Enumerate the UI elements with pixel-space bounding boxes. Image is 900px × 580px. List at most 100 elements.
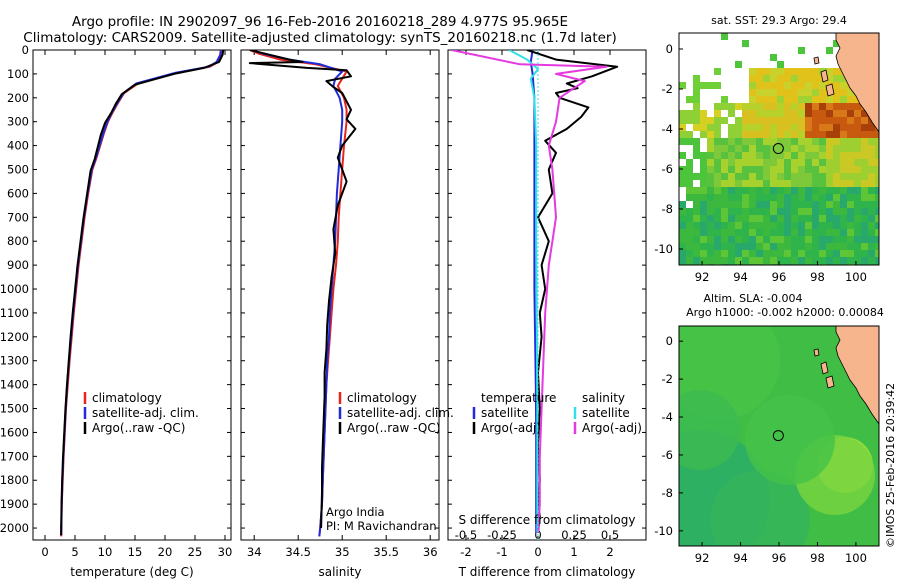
sst-cell	[707, 145, 714, 152]
sst-cell	[714, 229, 721, 236]
sst-cell	[756, 75, 763, 82]
sst-cell	[770, 152, 777, 159]
sst-cell	[728, 236, 735, 243]
sst-cell	[798, 215, 805, 222]
sst-cell	[847, 208, 854, 215]
depth-tick-label: 1700	[0, 449, 29, 463]
sst-cell	[833, 166, 840, 173]
sst-cell	[756, 215, 763, 222]
sst-cell	[679, 236, 686, 243]
sst-cell	[875, 250, 879, 257]
sst-cell	[735, 103, 742, 110]
sst-cell	[805, 96, 812, 103]
sst-cell	[735, 208, 742, 215]
sst-cell	[840, 208, 847, 215]
sst-cell	[833, 194, 840, 201]
sst-cell	[812, 145, 819, 152]
sst-cell	[875, 159, 879, 166]
depth-tick-label: 1400	[0, 378, 29, 392]
sumatra-land-shape	[835, 33, 879, 133]
sst-cell	[686, 208, 693, 215]
sst-cell	[686, 96, 693, 103]
sst-cell	[749, 145, 756, 152]
legend-label-argo: Argo(..raw -QC)	[347, 421, 440, 435]
sst-cell	[833, 243, 840, 250]
sst-cell	[791, 138, 798, 145]
sst-cell	[763, 222, 770, 229]
sst-cell	[861, 173, 868, 180]
sst-cell	[714, 194, 721, 201]
sst-cell	[693, 166, 700, 173]
salinity-x-axis: 34 34.5 35 35.5 36	[247, 50, 438, 559]
sst-cell	[742, 145, 749, 152]
sst-cell	[700, 124, 707, 131]
sst-cell	[735, 229, 742, 236]
sst-cell	[735, 257, 742, 264]
sst-cell	[784, 82, 791, 89]
sst-cell	[700, 166, 707, 173]
sst-cell	[721, 138, 728, 145]
sst-cell	[805, 257, 812, 264]
sst-cell	[749, 75, 756, 82]
sst-cell	[756, 96, 763, 103]
sst-cell	[833, 152, 840, 159]
sst-cell	[679, 159, 686, 166]
sst-cell	[721, 152, 728, 159]
sst-cell	[777, 187, 784, 194]
sst-cell	[826, 250, 833, 257]
map-x-tick-label: 100	[845, 551, 867, 565]
sst-cell	[819, 257, 826, 264]
sst-cell	[686, 257, 693, 264]
sst-cell	[812, 187, 819, 194]
sst-cell	[854, 159, 861, 166]
sst-cell	[861, 201, 868, 208]
sst-cell	[707, 257, 714, 264]
sst-cell	[742, 201, 749, 208]
sst-cell	[707, 187, 714, 194]
map-y-tick-label: -8	[662, 486, 673, 500]
sst-cell	[784, 138, 791, 145]
sst-cell	[868, 152, 875, 159]
depth-tick-label: 1200	[0, 330, 29, 344]
sst-cell	[861, 166, 868, 173]
sst-cell	[679, 173, 686, 180]
sst-cell	[735, 201, 742, 208]
sst-cell	[700, 187, 707, 194]
sst-cell	[693, 180, 700, 187]
sst-cell	[714, 131, 721, 138]
sst-cell	[861, 194, 868, 201]
sst-cell	[784, 201, 791, 208]
sst-cell	[756, 229, 763, 236]
sst-cell	[854, 257, 861, 264]
sst-cell	[826, 68, 833, 75]
depth-tick-label: 1100	[0, 306, 29, 320]
sst-cell	[777, 194, 784, 201]
depth-tick-label: 2000	[0, 521, 29, 535]
sst-cell	[784, 159, 791, 166]
sst-cell	[700, 180, 707, 187]
sst-cell	[826, 152, 833, 159]
sst-cell	[679, 229, 686, 236]
sst-cell	[756, 145, 763, 152]
sla-blob	[710, 470, 810, 546]
sst-cell	[763, 152, 770, 159]
depth-tick-label: 900	[7, 258, 29, 272]
sst-cell	[756, 159, 763, 166]
sst-cell	[777, 159, 784, 166]
sst-cell	[777, 89, 784, 96]
sst-cell	[756, 236, 763, 243]
sst-cell	[700, 215, 707, 222]
sst-cell	[777, 103, 784, 110]
sst-cell	[756, 152, 763, 159]
sst-cell	[840, 152, 847, 159]
x-tick-label: -1	[496, 545, 507, 559]
sst-cell	[679, 257, 686, 264]
sst-cell	[833, 173, 840, 180]
sst-cell	[749, 124, 756, 131]
sst-cell	[812, 68, 819, 75]
sst-cell	[840, 110, 847, 117]
sst-cell	[707, 180, 714, 187]
x-tick-label: 0	[41, 545, 48, 559]
sst-cell	[847, 250, 854, 257]
legend-label-satellite: satellite-adj. clim.	[92, 406, 199, 420]
